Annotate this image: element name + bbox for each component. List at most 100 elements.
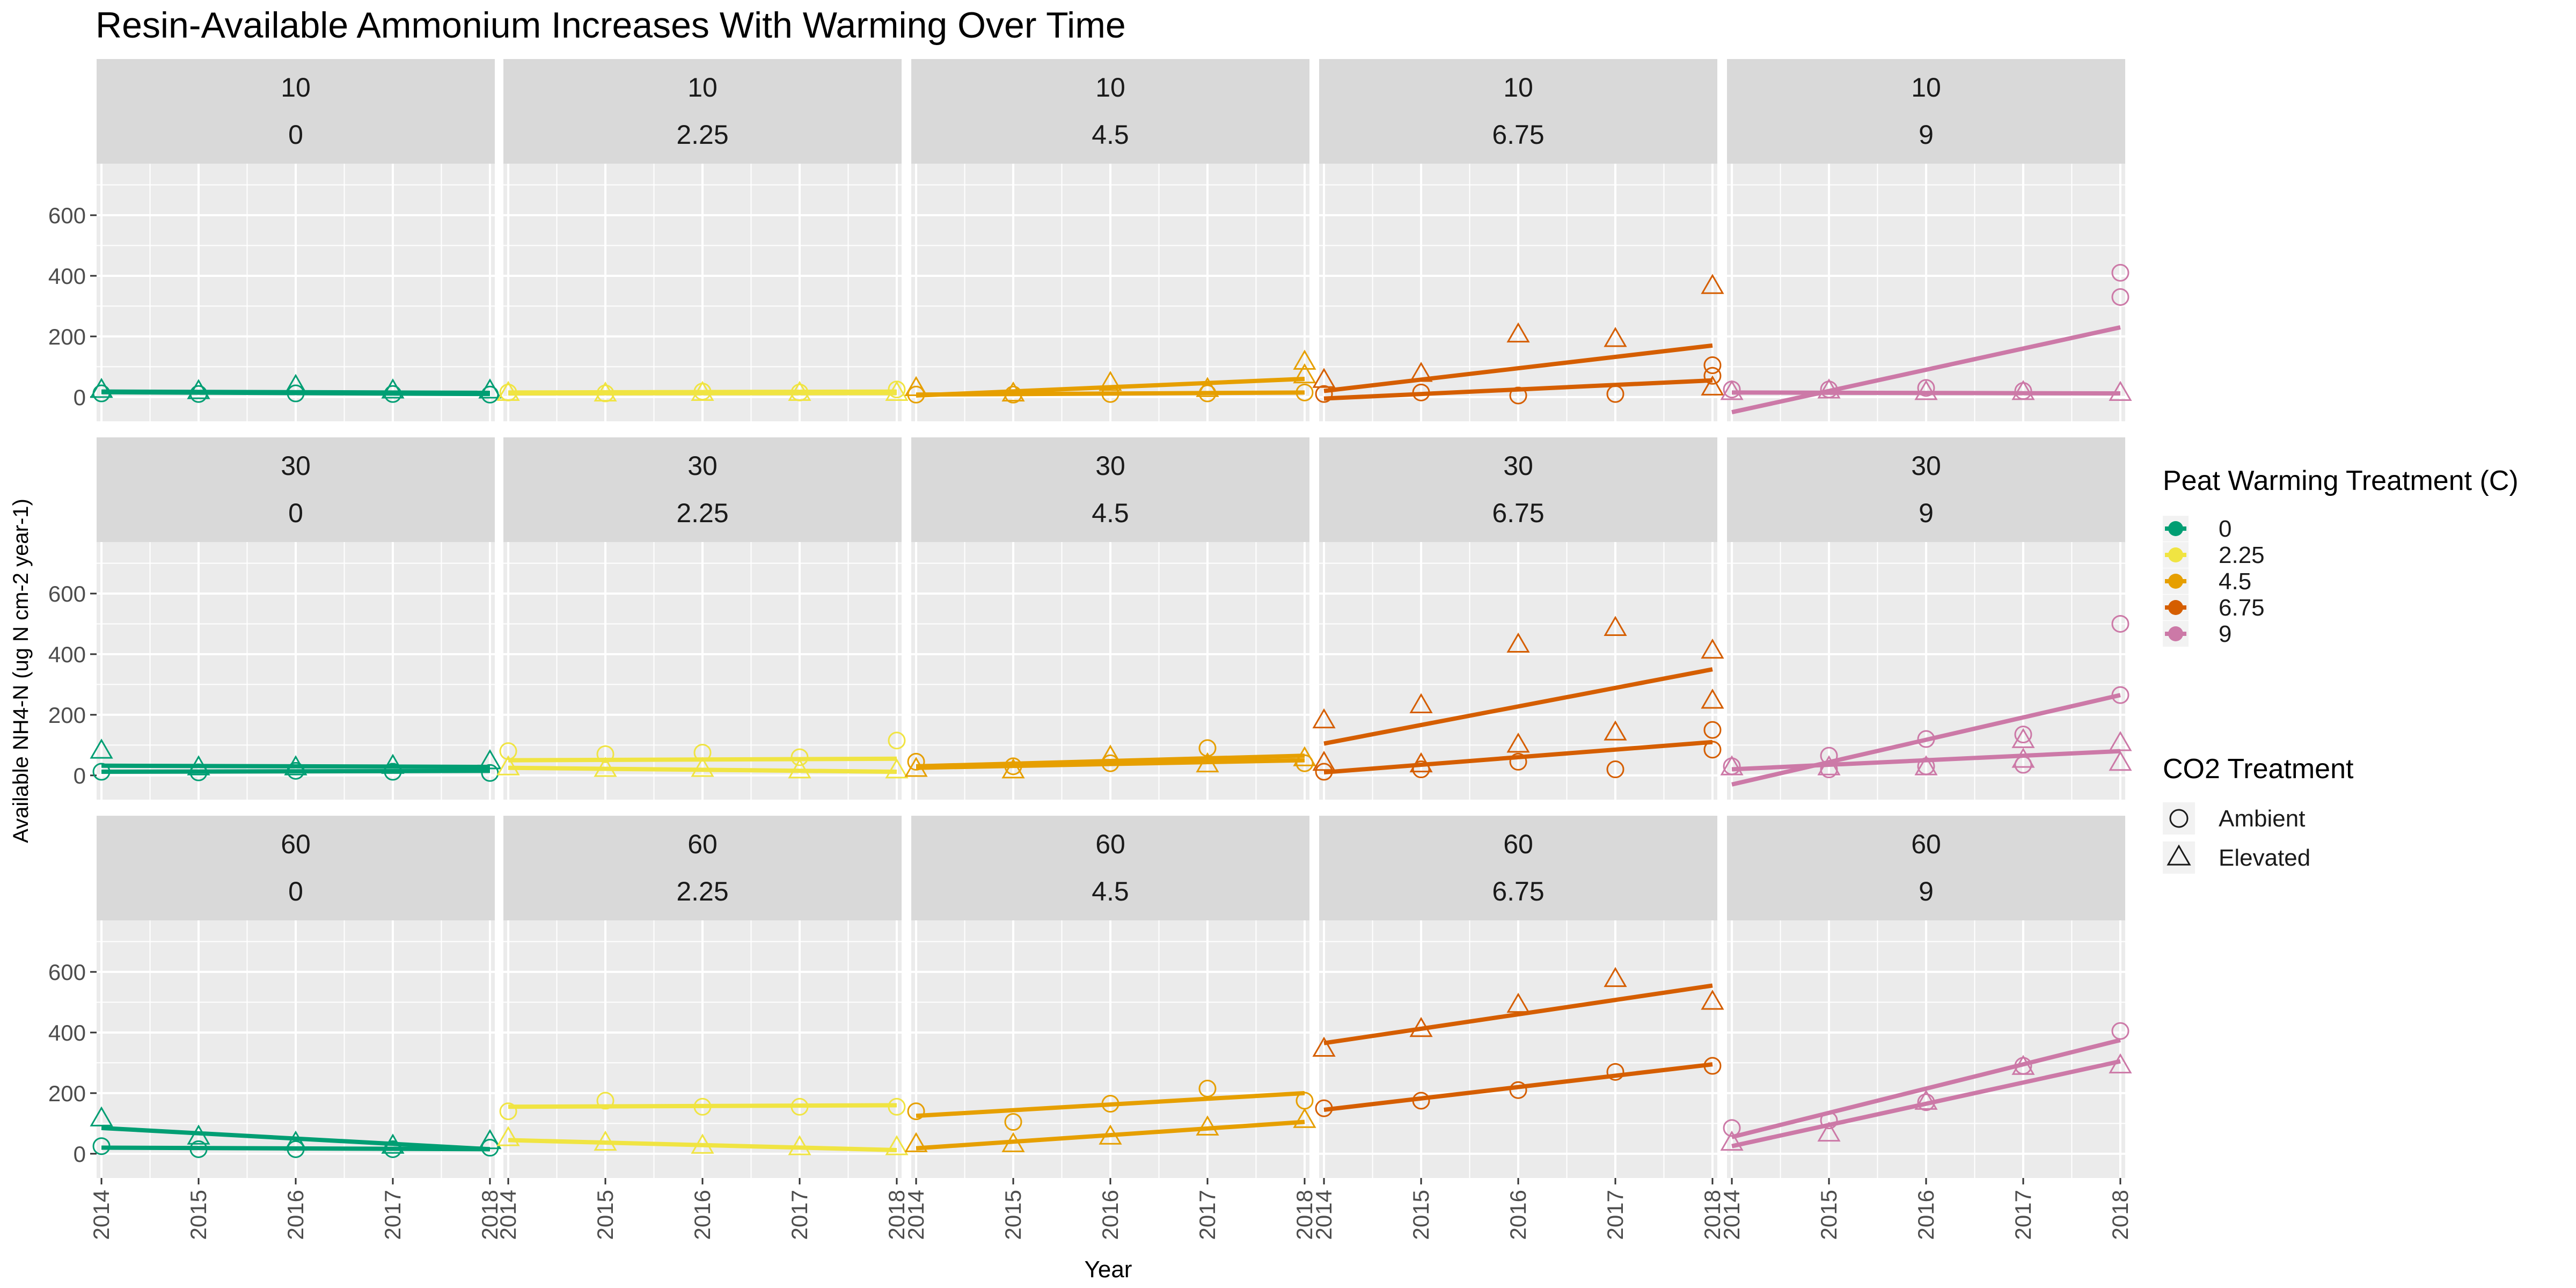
facet-strip <box>911 59 1309 164</box>
trend-line-elevated <box>1731 1059 2121 1148</box>
data-point-elevated <box>904 757 928 777</box>
facet-panel: 60 2.25 2014 2015 2016 2017 2018 <box>495 816 909 1240</box>
facet-panels: 1000200400600102.25104.5106.751093000200… <box>48 59 2133 1240</box>
data-point-elevated <box>1196 377 1219 397</box>
trend-line-elevated <box>101 1125 491 1152</box>
y-tick-label: 0 <box>74 385 86 410</box>
x-tick-label: 2015 <box>592 1190 618 1240</box>
x-tick-label: 2014 <box>1311 1190 1336 1240</box>
data-point-ambient <box>1703 356 1722 375</box>
data-point-ambient <box>693 1097 712 1116</box>
facet-strip <box>1319 816 1717 920</box>
data-point-elevated <box>1701 990 1724 1010</box>
x-axis-label: Year <box>1085 1256 1132 1283</box>
data-point-ambient <box>693 743 712 762</box>
facet-panel: 302.25 <box>496 437 909 800</box>
facet-strip <box>911 437 1309 542</box>
data-point-ambient <box>1004 1113 1022 1131</box>
trend-line-ambient <box>1323 1062 1713 1112</box>
data-point-elevated <box>478 378 502 399</box>
data-point-ambient <box>1101 1095 1119 1113</box>
trend-line-ambient <box>508 1103 897 1109</box>
data-point-elevated <box>1293 363 1316 384</box>
strip-label-depth: 10 <box>281 72 311 103</box>
data-point-ambient <box>907 752 925 771</box>
data-point-elevated <box>1293 349 1316 370</box>
data-point-elevated <box>1817 1121 1841 1142</box>
data-point-elevated <box>2109 750 2132 771</box>
strip-label-warming: 9 <box>1919 876 1934 906</box>
chart-title: Resin-Available Ammonium Increases With … <box>96 5 1126 46</box>
legend-color-dot <box>2168 521 2183 536</box>
facet-panel: 30 0 0 200 400 600 <box>48 437 502 800</box>
trend-line-ambient <box>1731 325 2121 414</box>
data-point-elevated <box>1409 1016 1433 1037</box>
data-point-elevated <box>691 1133 714 1154</box>
data-point-elevated <box>691 757 714 777</box>
legend-color-label: 2.25 <box>2219 542 2265 568</box>
data-point-elevated <box>2109 380 2132 401</box>
data-point-elevated <box>594 381 617 402</box>
facet-strip <box>1727 437 2125 542</box>
data-point-elevated <box>381 1133 405 1154</box>
data-point-elevated <box>1506 322 1530 343</box>
data-point-elevated <box>496 380 520 401</box>
data-point-ambient <box>1703 721 1722 739</box>
data-point-ambient <box>1412 1092 1430 1110</box>
data-point-elevated <box>2011 728 2035 748</box>
data-point-ambient <box>907 1102 925 1121</box>
legend-shape-label: Elevated <box>2219 845 2310 871</box>
facet-panel: 304.5 <box>904 437 1316 800</box>
strip-label-warming: 4.5 <box>1092 120 1129 150</box>
facet-strip <box>1319 437 1717 542</box>
data-point-ambient <box>1509 1081 1527 1099</box>
data-point-elevated <box>788 380 811 401</box>
strip-label-depth: 10 <box>687 72 718 103</box>
data-point-ambient <box>596 745 614 763</box>
data-point-elevated <box>284 374 308 394</box>
data-point-elevated <box>1720 1130 1744 1151</box>
strip-label-depth: 30 <box>1095 451 1125 481</box>
facet-panel: 60 4.5 2014 2015 2016 2017 2018 <box>903 816 1317 1240</box>
trend-line-ambient <box>101 1145 490 1152</box>
trend-line-ambient <box>101 769 490 774</box>
data-point-elevated <box>1312 368 1336 388</box>
x-tick-label: 2015 <box>1000 1190 1026 1240</box>
x-tick-label: 2017 <box>2010 1190 2036 1240</box>
data-point-elevated <box>885 758 909 779</box>
data-point-elevated <box>1506 992 1530 1013</box>
facet-strip <box>503 816 902 920</box>
data-point-ambient <box>1703 367 1722 385</box>
strip-label-depth: 10 <box>1503 72 1533 103</box>
x-tick-label: 2018 <box>884 1190 909 1240</box>
data-point-elevated <box>904 376 928 397</box>
trend-line-ambient <box>916 1091 1305 1118</box>
data-point-elevated <box>594 757 617 777</box>
trend-line-ambient <box>1731 693 2121 787</box>
strip-label-warming: 0 <box>288 498 303 528</box>
data-point-elevated <box>1817 378 1841 399</box>
data-point-ambient <box>1412 383 1430 401</box>
data-point-elevated <box>90 377 113 398</box>
trend-line-elevated <box>1323 667 1713 746</box>
data-point-ambient <box>1315 763 1333 781</box>
data-point-ambient <box>791 1097 809 1116</box>
data-point-ambient <box>1917 730 1935 748</box>
trend-line-elevated <box>101 389 490 395</box>
legend-color-title: Peat Warming Treatment (C) <box>2163 465 2519 496</box>
strip-label-depth: 10 <box>1095 72 1125 103</box>
facet-strip <box>1319 59 1717 164</box>
data-point-elevated <box>885 1135 909 1155</box>
data-point-elevated <box>90 1106 113 1126</box>
trend-line-elevated <box>508 1138 897 1153</box>
data-point-ambient <box>1917 379 1935 397</box>
data-point-elevated <box>691 380 714 401</box>
data-point-ambient <box>1509 386 1527 405</box>
y-tick-label: 400 <box>48 642 86 667</box>
strip-label-warming: 4.5 <box>1092 876 1129 906</box>
y-axis-label: Available NH4-N (ug N cm-2 year-1) <box>9 499 33 843</box>
y-tick-label: 400 <box>48 1020 86 1045</box>
strip-label-depth: 30 <box>1911 451 1941 481</box>
data-point-elevated <box>496 1126 520 1146</box>
y-tick-label: 200 <box>48 1081 86 1106</box>
